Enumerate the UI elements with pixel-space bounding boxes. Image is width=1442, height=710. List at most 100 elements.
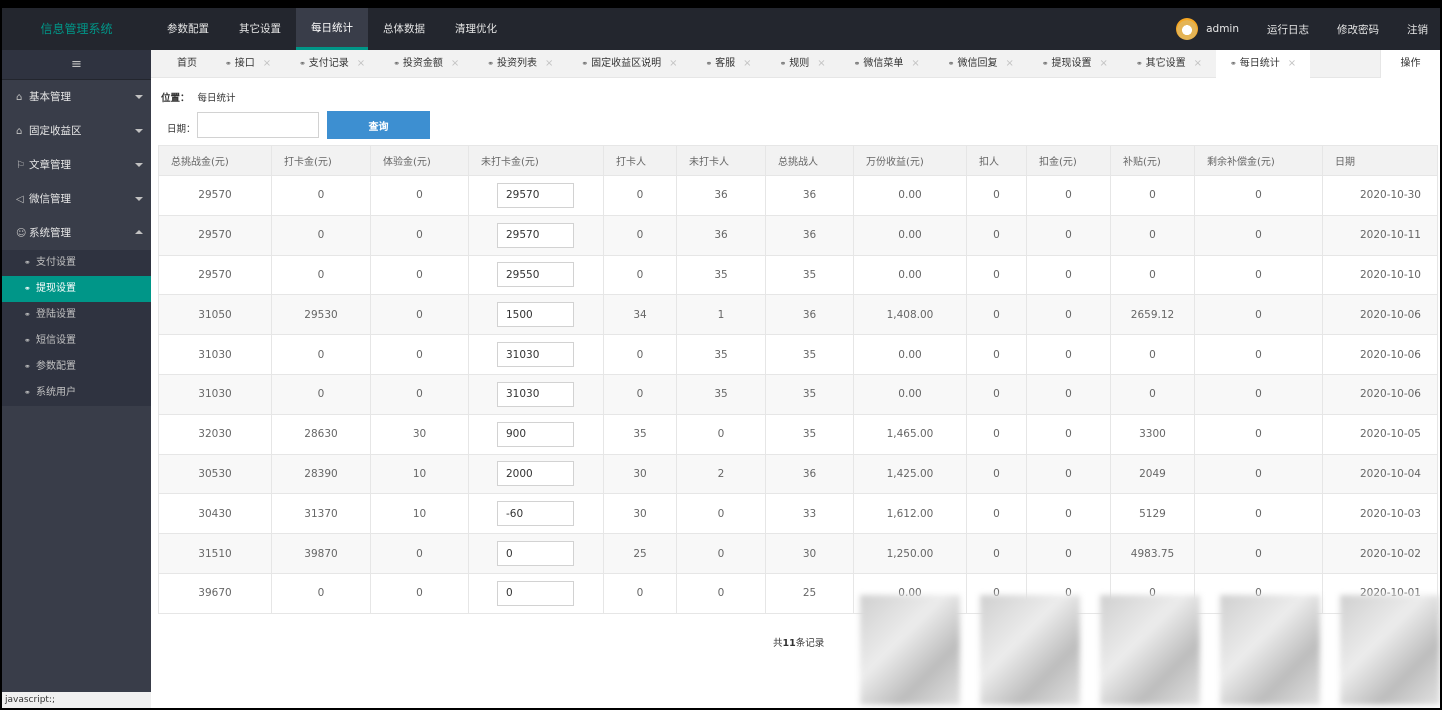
close-icon[interactable]: × xyxy=(450,58,460,69)
tab-operations-button[interactable]: 操作 xyxy=(1380,50,1440,78)
sidebar-item[interactable]: ⚭ 支付设置 xyxy=(2,250,151,276)
top-nav-item[interactable]: 参数配置 xyxy=(167,23,209,35)
table-cell: 4983.75 xyxy=(1110,533,1195,574)
close-icon[interactable]: × xyxy=(1099,58,1108,69)
unchecked-amount-input[interactable] xyxy=(497,381,574,407)
close-icon[interactable]: × xyxy=(817,58,826,69)
sidebar-item[interactable]: ⚭ 参数配置 xyxy=(2,354,151,380)
tab-item[interactable]: ⚭ 支付记录 × xyxy=(285,50,379,78)
table-cell: 0 xyxy=(1026,493,1111,535)
tab-item[interactable]: ⚭ 微信菜单 × xyxy=(840,50,934,78)
table-cell: 0 xyxy=(966,334,1027,375)
table-cell: 2020-10-05 xyxy=(1322,413,1438,455)
user-area: admin 运行日志 修改密码 注销 xyxy=(1176,8,1440,50)
sidebar-group-5[interactable]: ☺ 系统管理 xyxy=(2,216,151,250)
table-cell: 25 xyxy=(603,533,677,574)
sidebar-item[interactable]: ⚭ 提现设置 xyxy=(2,276,151,302)
blurred-region xyxy=(860,595,960,705)
tab-item[interactable]: ⚭ 固定收益区说明 × xyxy=(567,50,691,78)
column-header[interactable]: 补贴(元) xyxy=(1110,145,1195,176)
tab-home[interactable]: 首页 xyxy=(151,50,211,78)
sidebar-item[interactable]: ⚭ 登陆设置 xyxy=(2,302,151,328)
table-cell: 30 xyxy=(765,533,854,574)
tab-item[interactable]: ⚭ 投资列表 × xyxy=(473,50,567,78)
unchecked-amount-input[interactable] xyxy=(497,421,574,447)
table-cell: 32030 xyxy=(158,413,272,455)
run-log-link[interactable]: 运行日志 xyxy=(1267,23,1309,36)
unchecked-amount-input[interactable] xyxy=(497,541,574,567)
table-cell: 0 xyxy=(1194,254,1323,296)
table-cell: 2020-10-02 xyxy=(1322,533,1438,574)
top-nav-item[interactable]: 每日统计 xyxy=(296,8,368,50)
close-icon[interactable]: × xyxy=(669,58,678,69)
tab-item[interactable]: ⚭ 客服 × xyxy=(691,50,765,78)
unchecked-amount-input[interactable] xyxy=(497,302,574,328)
column-header[interactable]: 未打卡金(元) xyxy=(468,145,604,176)
logout-link[interactable]: 注销 xyxy=(1407,23,1428,36)
top-nav-item[interactable]: 总体数据 xyxy=(383,23,425,35)
unchecked-amount-input[interactable] xyxy=(497,182,574,208)
tab-item[interactable]: ⚭ 规则 × xyxy=(766,50,840,78)
close-icon[interactable]: × xyxy=(356,58,366,69)
column-header[interactable]: 总挑战人 xyxy=(765,145,854,176)
tab-item[interactable]: ⚭ 每日统计 × xyxy=(1216,50,1311,78)
close-icon[interactable]: × xyxy=(911,58,920,69)
username[interactable]: admin xyxy=(1206,23,1239,35)
close-icon[interactable]: × xyxy=(1193,58,1203,69)
table-cell: 0 xyxy=(603,373,677,415)
sidebar-group-label: 系统管理 xyxy=(29,227,71,239)
sidebar-group-2[interactable]: ⌂ 固定收益区 xyxy=(2,114,151,148)
column-header[interactable]: 万份收益(元) xyxy=(853,145,967,176)
column-header[interactable]: 体验金(元) xyxy=(370,145,469,176)
column-header[interactable]: 剩余补偿金(元) xyxy=(1194,145,1323,176)
tab-item[interactable]: ⚭ 接口 × xyxy=(211,50,285,78)
sidebar-group-4[interactable]: ◁ 微信管理 xyxy=(2,182,151,216)
table-cell: 0 xyxy=(676,533,766,574)
close-icon[interactable]: × xyxy=(1005,58,1014,69)
table-cell: 31510 xyxy=(158,533,272,574)
column-header[interactable]: 未打卡人 xyxy=(676,145,766,176)
column-header[interactable]: 日期 xyxy=(1322,145,1438,176)
table-cell: 0 xyxy=(370,334,469,375)
tab-item[interactable]: ⚭ 其它设置 × xyxy=(1122,50,1216,78)
sidebar-group-1[interactable]: ⌂ 基本管理 xyxy=(2,80,151,114)
table-cell: 2659.12 xyxy=(1110,294,1195,336)
sidebar-toggle-icon[interactable]: ≡ xyxy=(2,50,151,80)
unchecked-amount-input[interactable] xyxy=(497,222,574,248)
table-cell: 3300 xyxy=(1110,413,1195,455)
close-icon[interactable]: × xyxy=(544,58,554,69)
table-cell: 2020-10-06 xyxy=(1322,294,1438,336)
close-icon[interactable]: × xyxy=(743,58,752,69)
tab-item[interactable]: ⚭ 提现设置 × xyxy=(1028,50,1122,78)
unchecked-amount-input[interactable] xyxy=(497,342,574,368)
top-nav-item[interactable]: 清理优化 xyxy=(455,23,497,35)
link-icon: ⚭ xyxy=(393,59,400,68)
top-nav-item[interactable]: 其它设置 xyxy=(239,23,281,35)
sidebar-item[interactable]: ⚭ 短信设置 xyxy=(2,328,151,354)
tab-item[interactable]: ⚭ 微信回复 × xyxy=(934,50,1028,78)
unchecked-amount-input[interactable] xyxy=(497,262,574,288)
change-password-link[interactable]: 修改密码 xyxy=(1337,23,1379,36)
column-header[interactable]: 总挑战金(元) xyxy=(158,145,272,176)
unchecked-amount-input[interactable] xyxy=(497,461,574,487)
sidebar-group-3[interactable]: ⚐ 文章管理 xyxy=(2,148,151,182)
table-row: 305302839010302361,425.0000204902020-10-… xyxy=(158,453,1438,495)
column-header[interactable]: 扣金(元) xyxy=(1026,145,1111,176)
lock-icon: ⌂ xyxy=(16,126,23,137)
unchecked-amount-input[interactable] xyxy=(497,501,574,527)
table-cell: 0 xyxy=(271,572,371,614)
date-input[interactable] xyxy=(197,112,319,138)
app-title[interactable]: 信息管理系统 xyxy=(40,22,113,36)
unchecked-amount-input[interactable] xyxy=(497,580,574,606)
close-icon[interactable]: × xyxy=(1287,58,1297,69)
column-header[interactable]: 扣人 xyxy=(966,145,1027,176)
close-icon[interactable]: × xyxy=(262,58,272,69)
sidebar-item[interactable]: ⚭ 系统用户 xyxy=(2,380,151,406)
column-header[interactable]: 打卡人 xyxy=(603,145,677,176)
table-cell: 0 xyxy=(271,334,371,375)
table-row: 31510398700250301,250.00004983.7502020-1… xyxy=(158,533,1438,574)
column-header[interactable]: 打卡金(元) xyxy=(271,145,371,176)
tab-item[interactable]: ⚭ 投资金额 × xyxy=(379,50,473,78)
avatar[interactable] xyxy=(1176,18,1199,40)
query-button[interactable]: 查询 xyxy=(327,111,430,139)
